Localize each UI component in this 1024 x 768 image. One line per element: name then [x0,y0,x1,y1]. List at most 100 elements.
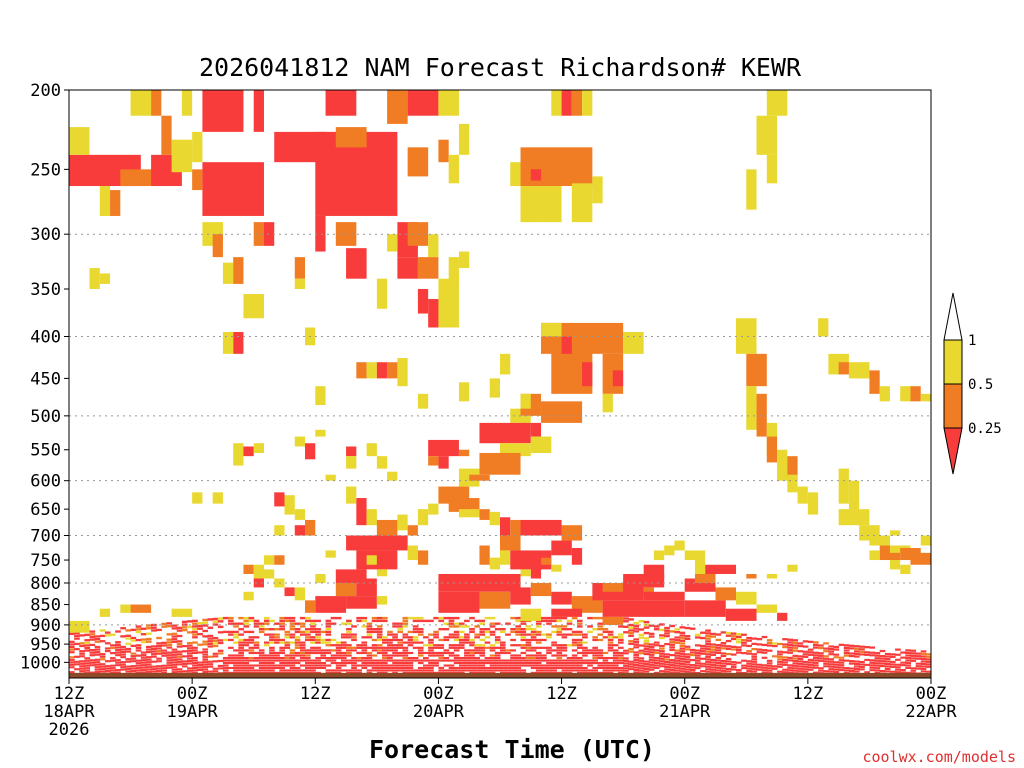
bl-cell [756,668,763,671]
bl-cell [494,654,501,657]
bl-cell [156,665,162,668]
ri-cell-yellow [489,511,500,526]
bl-cell [643,647,650,651]
bl-cell [238,656,244,660]
bl-cell [289,659,296,662]
bl-cell [525,633,532,636]
bl-cell [520,664,527,667]
bl-cell [669,646,675,649]
bl-cell [910,657,917,660]
bl-cell [453,636,460,639]
bl-cell [361,619,368,623]
ri-cell-yellow [766,90,788,116]
bl-cell [525,649,532,652]
bl-cell [120,661,126,664]
bl-cell [79,655,85,658]
x-tick-label-0-3: 2026 [49,720,90,740]
bl-cell [212,637,219,640]
bl-cell [366,654,373,657]
bl-cell [289,651,296,655]
bl-cell [269,638,275,642]
bl-cell [623,659,629,662]
bl-cell [566,619,573,623]
bl-cell [145,645,152,649]
bl-cell [417,646,424,649]
bl-cell [320,666,327,670]
bl-cell [494,661,501,665]
bl-cell [833,653,840,656]
ri-cell-yellow [879,386,890,402]
ri-cell-red [346,535,408,551]
bl-cell [207,655,214,658]
bl-cell [679,639,686,642]
bl-cell [494,638,501,642]
bl-cell [679,631,686,634]
bl-cell [417,659,424,662]
bl-cell [376,619,383,623]
bl-cell [289,669,296,672]
bl-cell [397,622,404,625]
bl-cell [99,670,106,673]
bl-cell [920,667,927,671]
bl-cell [761,656,768,659]
bl-cell [305,656,311,660]
bl-cell [269,651,275,655]
bl-cell [684,653,691,656]
ri-cell-red [643,564,665,579]
bl-cell [561,654,568,657]
bl-cell [325,651,332,655]
ri-cell-yellow [838,468,849,504]
bl-cell [684,658,691,661]
ri-cell-yellow [366,509,377,526]
bl-cell [366,636,373,639]
bl-cell [484,641,491,644]
bl-cell [376,625,383,628]
data-cells [69,90,932,676]
bl-cell [381,638,388,642]
bl-cell [905,654,911,657]
bl-cell [320,664,327,667]
x-tick-label-0-1: 12Z [54,684,85,704]
bl-cell [161,652,167,655]
bl-cell [705,648,711,651]
bl-cell [443,671,450,674]
bl-cell [530,666,537,670]
bl-cell [895,658,901,661]
bl-cell [925,670,932,673]
bl-cell [623,649,629,652]
ri-cell-yellow [120,604,131,613]
ri-cell-red [438,573,521,592]
bl-cell [484,669,491,672]
bl-cell [515,619,522,623]
bl-cell [392,651,398,655]
bl-cell [725,670,732,673]
bl-cell [607,646,614,649]
bl-cell [818,647,824,650]
x-tick-label-84-2: 22APR [905,702,957,722]
bl-cell [176,634,183,638]
bl-cell [381,641,388,644]
bl-cell [325,625,332,628]
bl-cell [607,649,614,652]
bl-cell [156,636,162,640]
bl-cell [602,656,609,660]
bl-cell [305,661,311,665]
y-tick-label-650: 650 [30,500,61,520]
bl-cell [633,653,640,657]
bl-cell [376,633,383,636]
bl-cell [233,671,239,674]
bl-cell [694,664,701,667]
bl-cell [582,633,588,636]
bl-cell [812,656,819,659]
bl-cell [115,654,121,657]
ri-cell-yellow [848,362,870,379]
bl-cell [74,632,80,635]
bl-cell [879,662,886,665]
bl-cell [294,644,301,647]
bl-cell [541,656,547,660]
bl-cell [546,671,552,674]
bl-cell [243,644,250,647]
bl-cell [448,622,455,625]
bl-cell [192,625,198,628]
bl-cell [602,661,609,665]
